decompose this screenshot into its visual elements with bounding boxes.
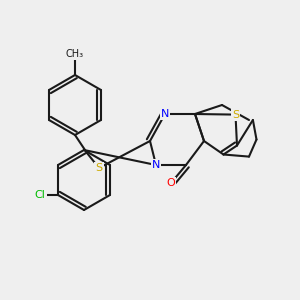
Text: S: S (95, 163, 103, 173)
Text: N: N (161, 109, 169, 119)
Text: S: S (232, 110, 239, 120)
Text: CH₃: CH₃ (66, 49, 84, 59)
Text: O: O (167, 178, 176, 188)
Text: N: N (152, 160, 160, 170)
Text: Cl: Cl (34, 190, 46, 200)
